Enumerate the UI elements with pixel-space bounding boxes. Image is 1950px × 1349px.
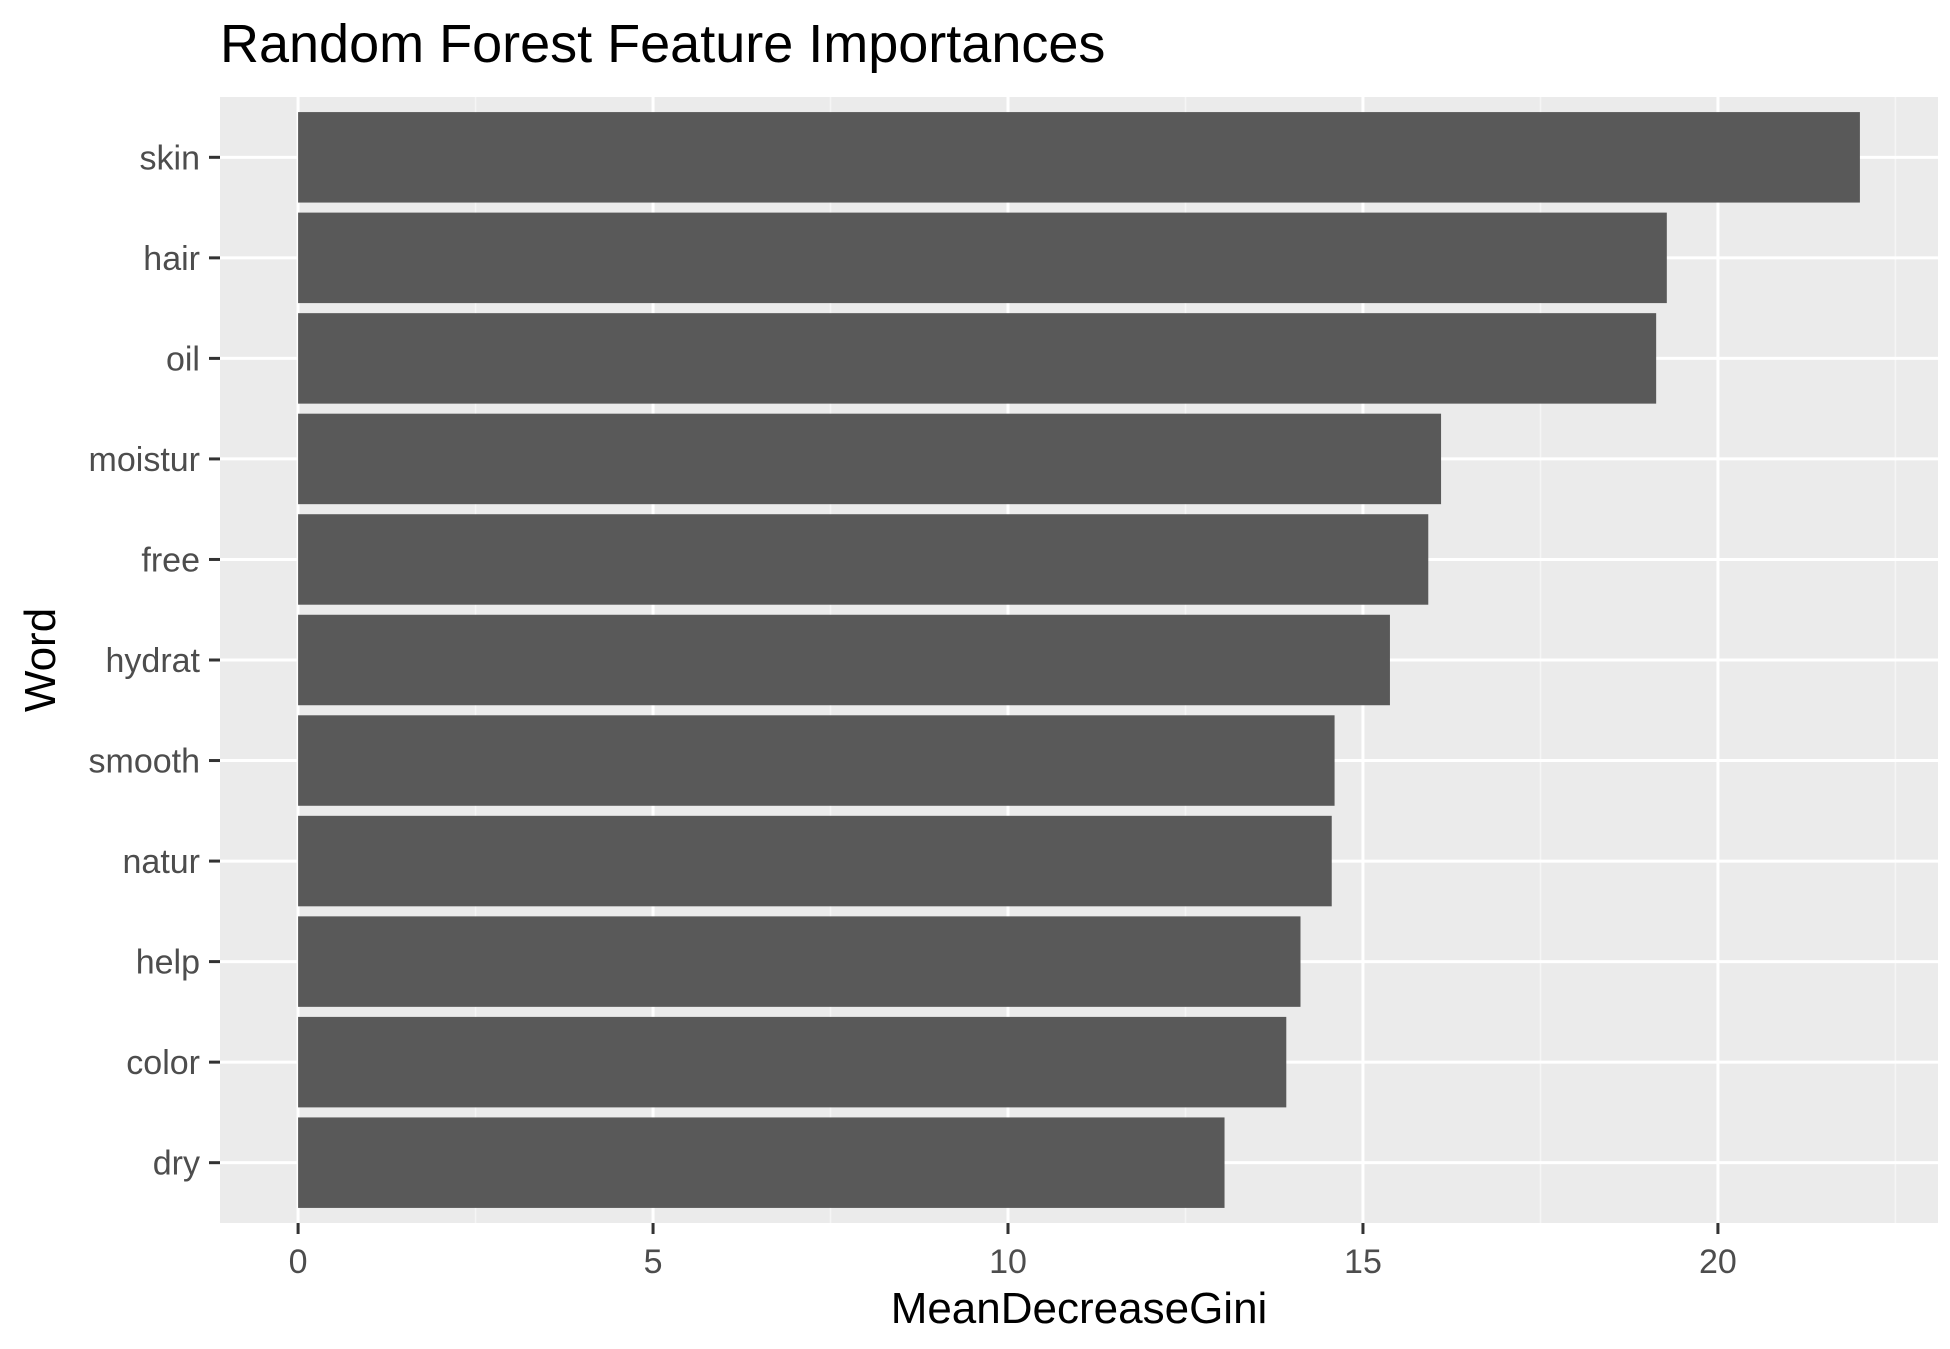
- x-tick-label: 20: [1699, 1243, 1737, 1281]
- y-tick-label: hair: [143, 240, 200, 278]
- bar-color: [298, 1016, 1287, 1108]
- y-tick-label: dry: [153, 1145, 200, 1183]
- x-axis-title: MeanDecreaseGini: [891, 1284, 1268, 1333]
- y-tick-label: free: [141, 541, 200, 579]
- y-axis-title: Word: [16, 608, 65, 712]
- bar-hair: [298, 212, 1667, 304]
- bar-free: [298, 514, 1429, 605]
- bar-skin: [298, 112, 1860, 203]
- bar-help: [298, 916, 1301, 1007]
- bar-hydrat: [298, 614, 1390, 706]
- y-tick-label: hydrat: [106, 642, 201, 680]
- y-tick-label: natur: [123, 843, 201, 881]
- bar-smooth: [298, 715, 1335, 806]
- bar-oil: [298, 313, 1657, 404]
- y-axis: skin hair oil moistur free hydrat smooth natur h…: [89, 139, 220, 1183]
- bar-dry: [298, 1117, 1225, 1208]
- y-tick-label: skin: [140, 139, 200, 177]
- chart-title: Random Forest Feature Importances: [220, 14, 1105, 74]
- y-tick-label: smooth: [89, 743, 201, 781]
- x-axis: 0 5 10 15 20: [289, 1223, 1737, 1281]
- x-tick-label: 10: [989, 1243, 1027, 1281]
- y-tick-label: help: [136, 944, 200, 982]
- x-tick-label: 0: [289, 1243, 308, 1281]
- bar-moistur: [298, 413, 1442, 505]
- y-tick-label: moistur: [89, 441, 200, 479]
- y-tick-label: oil: [166, 340, 200, 378]
- bar-natur: [298, 815, 1332, 907]
- bars: [298, 112, 1860, 1208]
- y-tick-label: color: [126, 1044, 200, 1082]
- x-tick-label: 15: [1344, 1243, 1382, 1281]
- x-tick-label: 5: [644, 1243, 663, 1281]
